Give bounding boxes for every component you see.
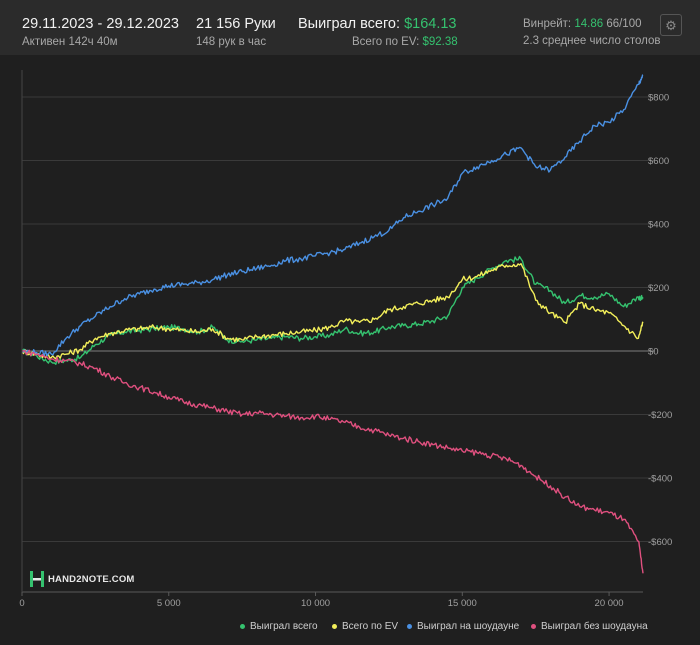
y-tick-label: $0: [648, 347, 659, 358]
legend-dot: [407, 624, 412, 629]
avg-tables: 2.3 среднее число столов: [523, 35, 661, 47]
series-ev: [21, 263, 644, 360]
legend-dot: [240, 624, 245, 629]
ev-label: Всего по EV:: [352, 36, 420, 48]
x-tick-label: 20 000: [595, 598, 624, 609]
winrate: Винрейт: 14.86 66/100: [523, 18, 642, 30]
legend-dot: [531, 624, 536, 629]
active-time: Активен 142ч 40м: [22, 36, 118, 48]
winrate-hands: 66/100: [606, 18, 642, 30]
legend-label: Всего по EV: [342, 621, 399, 632]
legend-label: Выиграл на шоудауне: [417, 621, 520, 632]
ev-total: Всего по EV: $92.38: [352, 36, 458, 48]
y-tick-label: $200: [648, 283, 669, 294]
hand2note-logo: HAND2NOTE.COM: [30, 571, 135, 587]
won-total-label: Выиграл всего:: [298, 16, 401, 32]
y-tick-label: $600: [648, 156, 669, 167]
ev-value: $92.38: [422, 36, 458, 48]
legend-label: Выиграл всего: [250, 621, 318, 632]
legend-item-ev[interactable]: Всего по EV: [332, 621, 398, 632]
x-tick-label: 0: [19, 598, 24, 609]
x-tick-label: 15 000: [448, 598, 477, 609]
legend-item-showdown[interactable]: Выиграл на шоудауне: [407, 621, 519, 632]
y-tick-label: $800: [648, 93, 669, 104]
winrate-label: Винрейт:: [523, 18, 572, 30]
chart-legend: Выиграл всего Всего по EV Выиграл на шоу…: [0, 621, 700, 635]
winrate-value: 14.86: [574, 18, 604, 30]
legend-item-won-total[interactable]: Выиграл всего: [240, 621, 318, 632]
hand2note-logo-icon: [30, 571, 44, 587]
x-tick-label: 10 000: [301, 598, 330, 609]
legend-label: Выиграл без шоудауна: [541, 621, 648, 632]
x-tick-label: 5 000: [157, 598, 181, 609]
date-range: 29.11.2023 - 29.12.2023: [22, 16, 179, 32]
series-non-showdown: [21, 349, 644, 574]
profit-chart: $800 $600 $400 $200 $0 -$200 -$400 -$600 0 5 000 1…: [19, 70, 672, 609]
won-total-value: $164.13: [404, 16, 457, 32]
logo-text: HAND2NOTE.COM: [48, 573, 135, 585]
chart-area: $800 $600 $400 $200 $0 -$200 -$400 -$600 0 5 000 1…: [0, 55, 700, 645]
y-tick-label: $400: [648, 220, 669, 231]
series-won-total: [21, 255, 644, 365]
gear-icon[interactable]: ⚙: [660, 14, 682, 36]
series-showdown: [21, 74, 644, 357]
y-tick-label: -$600: [648, 537, 672, 548]
legend-item-non-showdown[interactable]: Выиграл без шоудауна: [531, 621, 648, 632]
hands-count: 21 156 Руки: [196, 16, 276, 32]
won-total: Выиграл всего: $164.13: [298, 16, 456, 32]
legend-dot: [332, 624, 337, 629]
y-tick-label: -$200: [648, 410, 672, 421]
hands-per-hour: 148 рук в час: [196, 36, 267, 48]
y-tick-label: -$400: [648, 474, 672, 485]
